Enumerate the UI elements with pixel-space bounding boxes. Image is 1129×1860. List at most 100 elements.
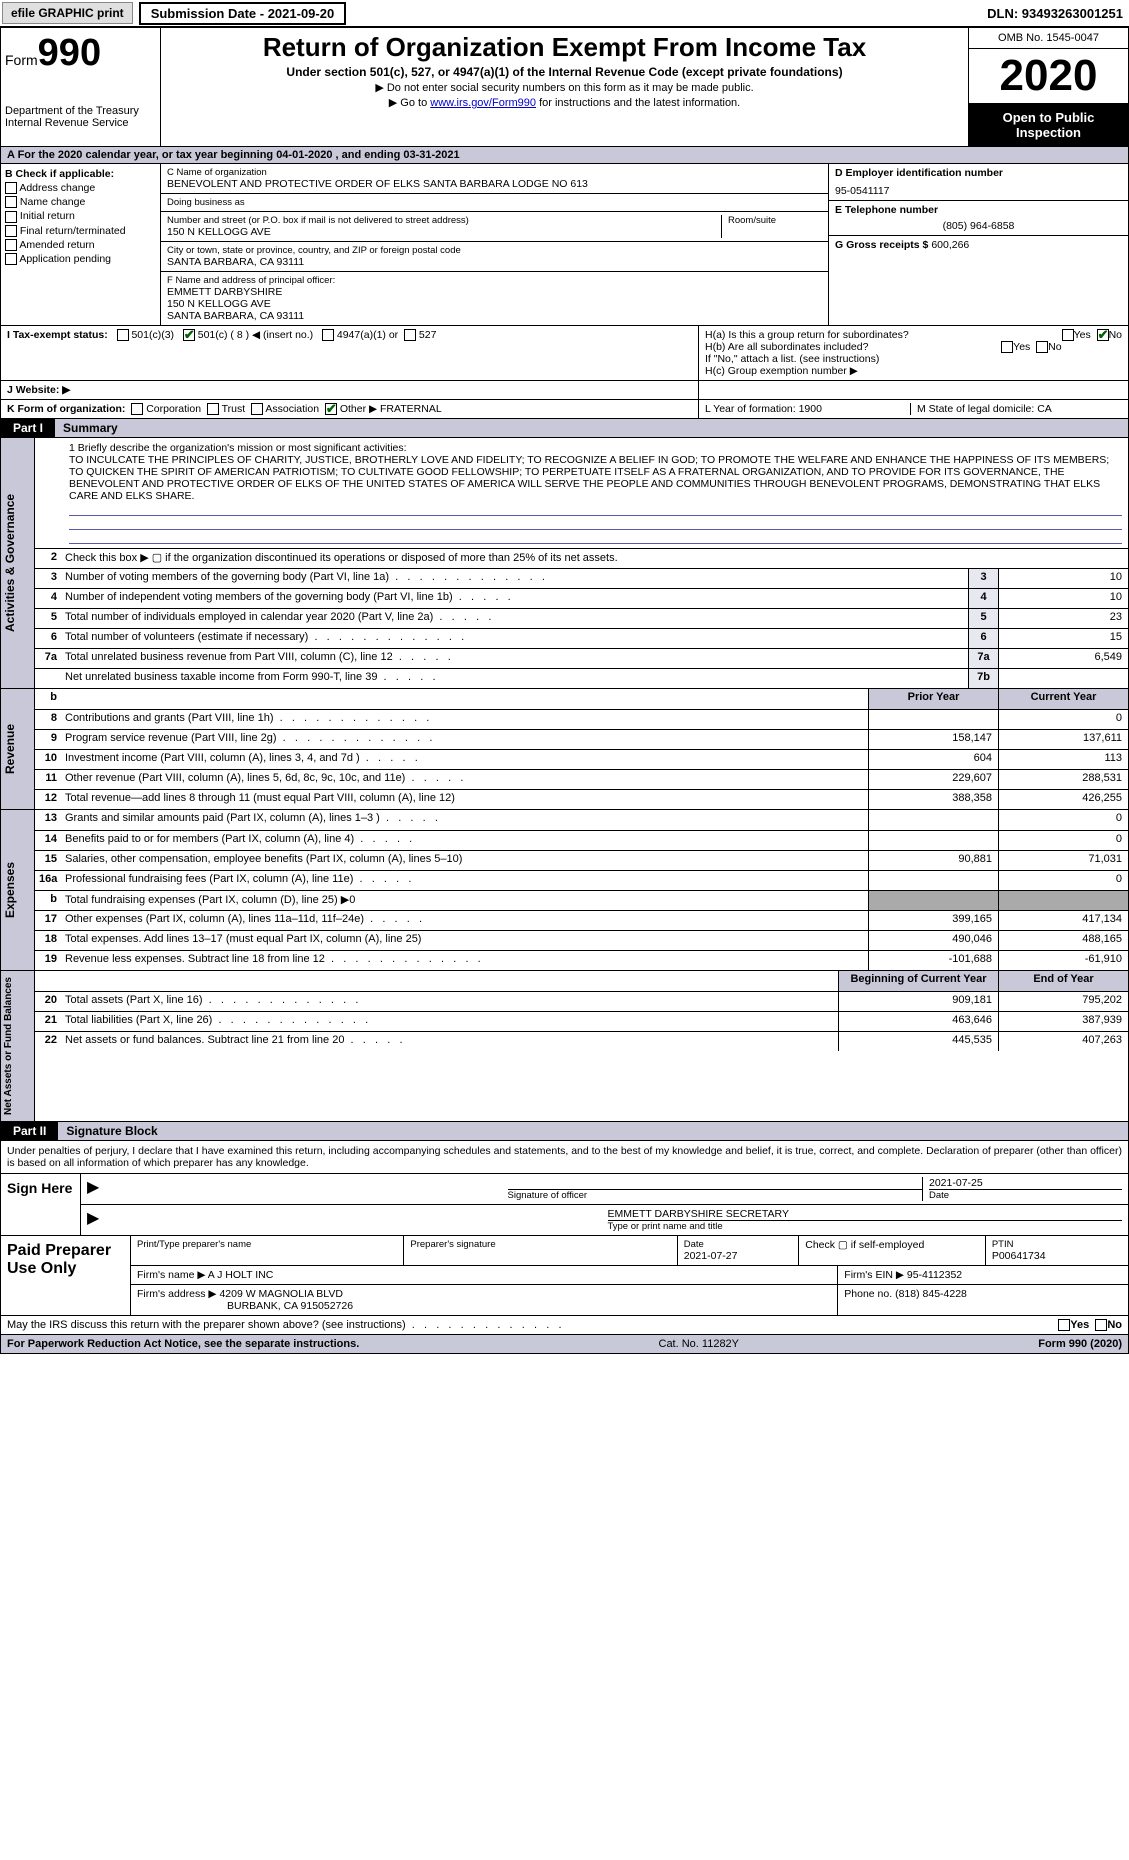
footer-mid: Cat. No. 11282Y	[659, 1338, 740, 1350]
h-row: I Tax-exempt status: 501(c)(3) 501(c) ( …	[0, 326, 1129, 381]
line-19: Revenue less expenses. Subtract line 18 …	[61, 951, 868, 970]
entity-block: B Check if applicable: Address change Na…	[0, 164, 1129, 326]
hb-note: If "No," attach a list. (see instruction…	[705, 353, 1122, 365]
irs-link[interactable]: www.irs.gov/Form990	[430, 97, 536, 109]
line-21: Total liabilities (Part X, line 26)	[61, 1012, 838, 1031]
check-self-emp: Check ▢ if self-employed	[805, 1239, 979, 1251]
p22: 445,535	[838, 1032, 998, 1051]
ein-value: 95-0541117	[835, 185, 1122, 197]
chk-name-change[interactable]	[5, 196, 17, 208]
p21: 463,646	[838, 1012, 998, 1031]
line-4: Number of independent voting members of …	[61, 589, 968, 608]
c19: -61,910	[998, 951, 1128, 970]
chk-hb-yes[interactable]	[1001, 341, 1013, 353]
street-label: Number and street (or P.O. box if mail i…	[167, 215, 721, 226]
arrow-icon: ▶	[87, 1177, 502, 1201]
line-18: Total expenses. Add lines 13–17 (must eq…	[61, 931, 868, 950]
k-other-value: FRATERNAL	[380, 403, 442, 415]
net-side-label: Net Assets or Fund Balances	[1, 971, 35, 1121]
c11: 288,531	[998, 770, 1128, 789]
room-label: Room/suite	[728, 215, 822, 226]
hb-label: H(b) Are all subordinates included?	[705, 341, 868, 353]
line-5: Total number of individuals employed in …	[61, 609, 968, 628]
ptin-label: PTIN	[992, 1239, 1122, 1250]
chk-amended[interactable]	[5, 239, 17, 251]
firm-ein: 95-4112352	[907, 1269, 962, 1281]
net-assets-section: Net Assets or Fund Balances Beginning of…	[0, 971, 1129, 1122]
c9: 137,611	[998, 730, 1128, 749]
open-public: Open to Public Inspection	[969, 104, 1128, 146]
chk-501c3[interactable]	[117, 329, 129, 341]
firm-addr1: 4209 W MAGNOLIA BLVD	[219, 1288, 343, 1300]
chk-discuss-no[interactable]	[1095, 1319, 1107, 1331]
name-label: C Name of organization	[167, 167, 822, 178]
top-bar: efile GRAPHIC print Submission Date - 20…	[0, 0, 1129, 27]
chk-other[interactable]	[325, 403, 337, 415]
p19: -101,688	[868, 951, 998, 970]
footer-left: For Paperwork Reduction Act Notice, see …	[7, 1338, 359, 1350]
phone-label: Phone no.	[844, 1288, 892, 1300]
officer-label: F Name and address of principal officer:	[167, 275, 822, 286]
chk-ha-no[interactable]	[1097, 329, 1109, 341]
chk-initial-return[interactable]	[5, 211, 17, 223]
hdr-end: End of Year	[998, 971, 1128, 991]
dept-2: Internal Revenue Service	[5, 117, 156, 129]
form-note-2: ▶ Go to www.irs.gov/Form990 for instruct…	[167, 96, 962, 109]
line-16a: Professional fundraising fees (Part IX, …	[61, 871, 868, 890]
line-12: Total revenue—add lines 8 through 11 (mu…	[61, 790, 868, 809]
part-1-tag: Part I	[1, 419, 55, 437]
form-note-1: ▶ Do not enter social security numbers o…	[167, 81, 962, 94]
part-1-header: Part I Summary	[0, 419, 1129, 438]
gross-value: 600,266	[931, 239, 969, 251]
chk-hb-no[interactable]	[1036, 341, 1048, 353]
chk-app-pending[interactable]	[5, 253, 17, 265]
line-14: Benefits paid to or for members (Part IX…	[61, 831, 868, 850]
chk-501c[interactable]	[183, 329, 195, 341]
firm-name-label: Firm's name ▶	[137, 1269, 205, 1281]
chk-ha-yes[interactable]	[1062, 329, 1074, 341]
j-label: J Website: ▶	[7, 384, 70, 396]
c12: 426,255	[998, 790, 1128, 809]
chk-address-change[interactable]	[5, 182, 17, 194]
c17: 417,134	[998, 911, 1128, 930]
p11: 229,607	[868, 770, 998, 789]
line-7a: Total unrelated business revenue from Pa…	[61, 649, 968, 668]
blank-line	[69, 530, 1122, 544]
p18: 490,046	[868, 931, 998, 950]
omb-number: OMB No. 1545-0047	[969, 28, 1128, 49]
col-b-header: B Check if applicable:	[5, 168, 156, 180]
chk-final-return[interactable]	[5, 225, 17, 237]
hdr-curr: Current Year	[998, 689, 1128, 709]
c14: 0	[998, 831, 1128, 850]
line-11: Other revenue (Part VIII, column (A), li…	[61, 770, 868, 789]
tax-year: 2020	[969, 49, 1128, 104]
form-title: Return of Organization Exempt From Incom…	[167, 32, 962, 63]
line-8: Contributions and grants (Part VIII, lin…	[61, 710, 868, 729]
form-label: Form	[5, 52, 38, 68]
line-2: Check this box ▶ ▢ if the organization d…	[61, 549, 1128, 568]
chk-discuss-yes[interactable]	[1058, 1319, 1070, 1331]
firm-addr2: BURBANK, CA 915052726	[227, 1300, 353, 1312]
footer-right: Form 990 (2020)	[1038, 1338, 1122, 1350]
ha-label: H(a) Is this a group return for subordin…	[705, 329, 909, 341]
c16a: 0	[998, 871, 1128, 890]
efile-button[interactable]: efile GRAPHIC print	[2, 2, 133, 24]
chk-assoc[interactable]	[251, 403, 263, 415]
chk-527[interactable]	[404, 329, 416, 341]
ein-label: D Employer identification number	[835, 167, 1122, 179]
c8: 0	[998, 710, 1128, 729]
blank-line	[69, 502, 1122, 516]
c22: 407,263	[998, 1032, 1128, 1051]
prep-sig-label: Preparer's signature	[410, 1239, 670, 1250]
sig-officer-label: Signature of officer	[508, 1189, 923, 1201]
gov-side-label: Activities & Governance	[1, 438, 35, 688]
k-row: K Form of organization: Corporation Trus…	[0, 400, 1129, 419]
city-label: City or town, state or province, country…	[167, 245, 822, 256]
hdr-beg: Beginning of Current Year	[838, 971, 998, 991]
chk-4947[interactable]	[322, 329, 334, 341]
p9: 158,147	[868, 730, 998, 749]
mission-lead: 1 Briefly describe the organization's mi…	[69, 442, 1122, 454]
chk-trust[interactable]	[207, 403, 219, 415]
chk-corp[interactable]	[131, 403, 143, 415]
ptin-value: P00641734	[992, 1250, 1122, 1262]
